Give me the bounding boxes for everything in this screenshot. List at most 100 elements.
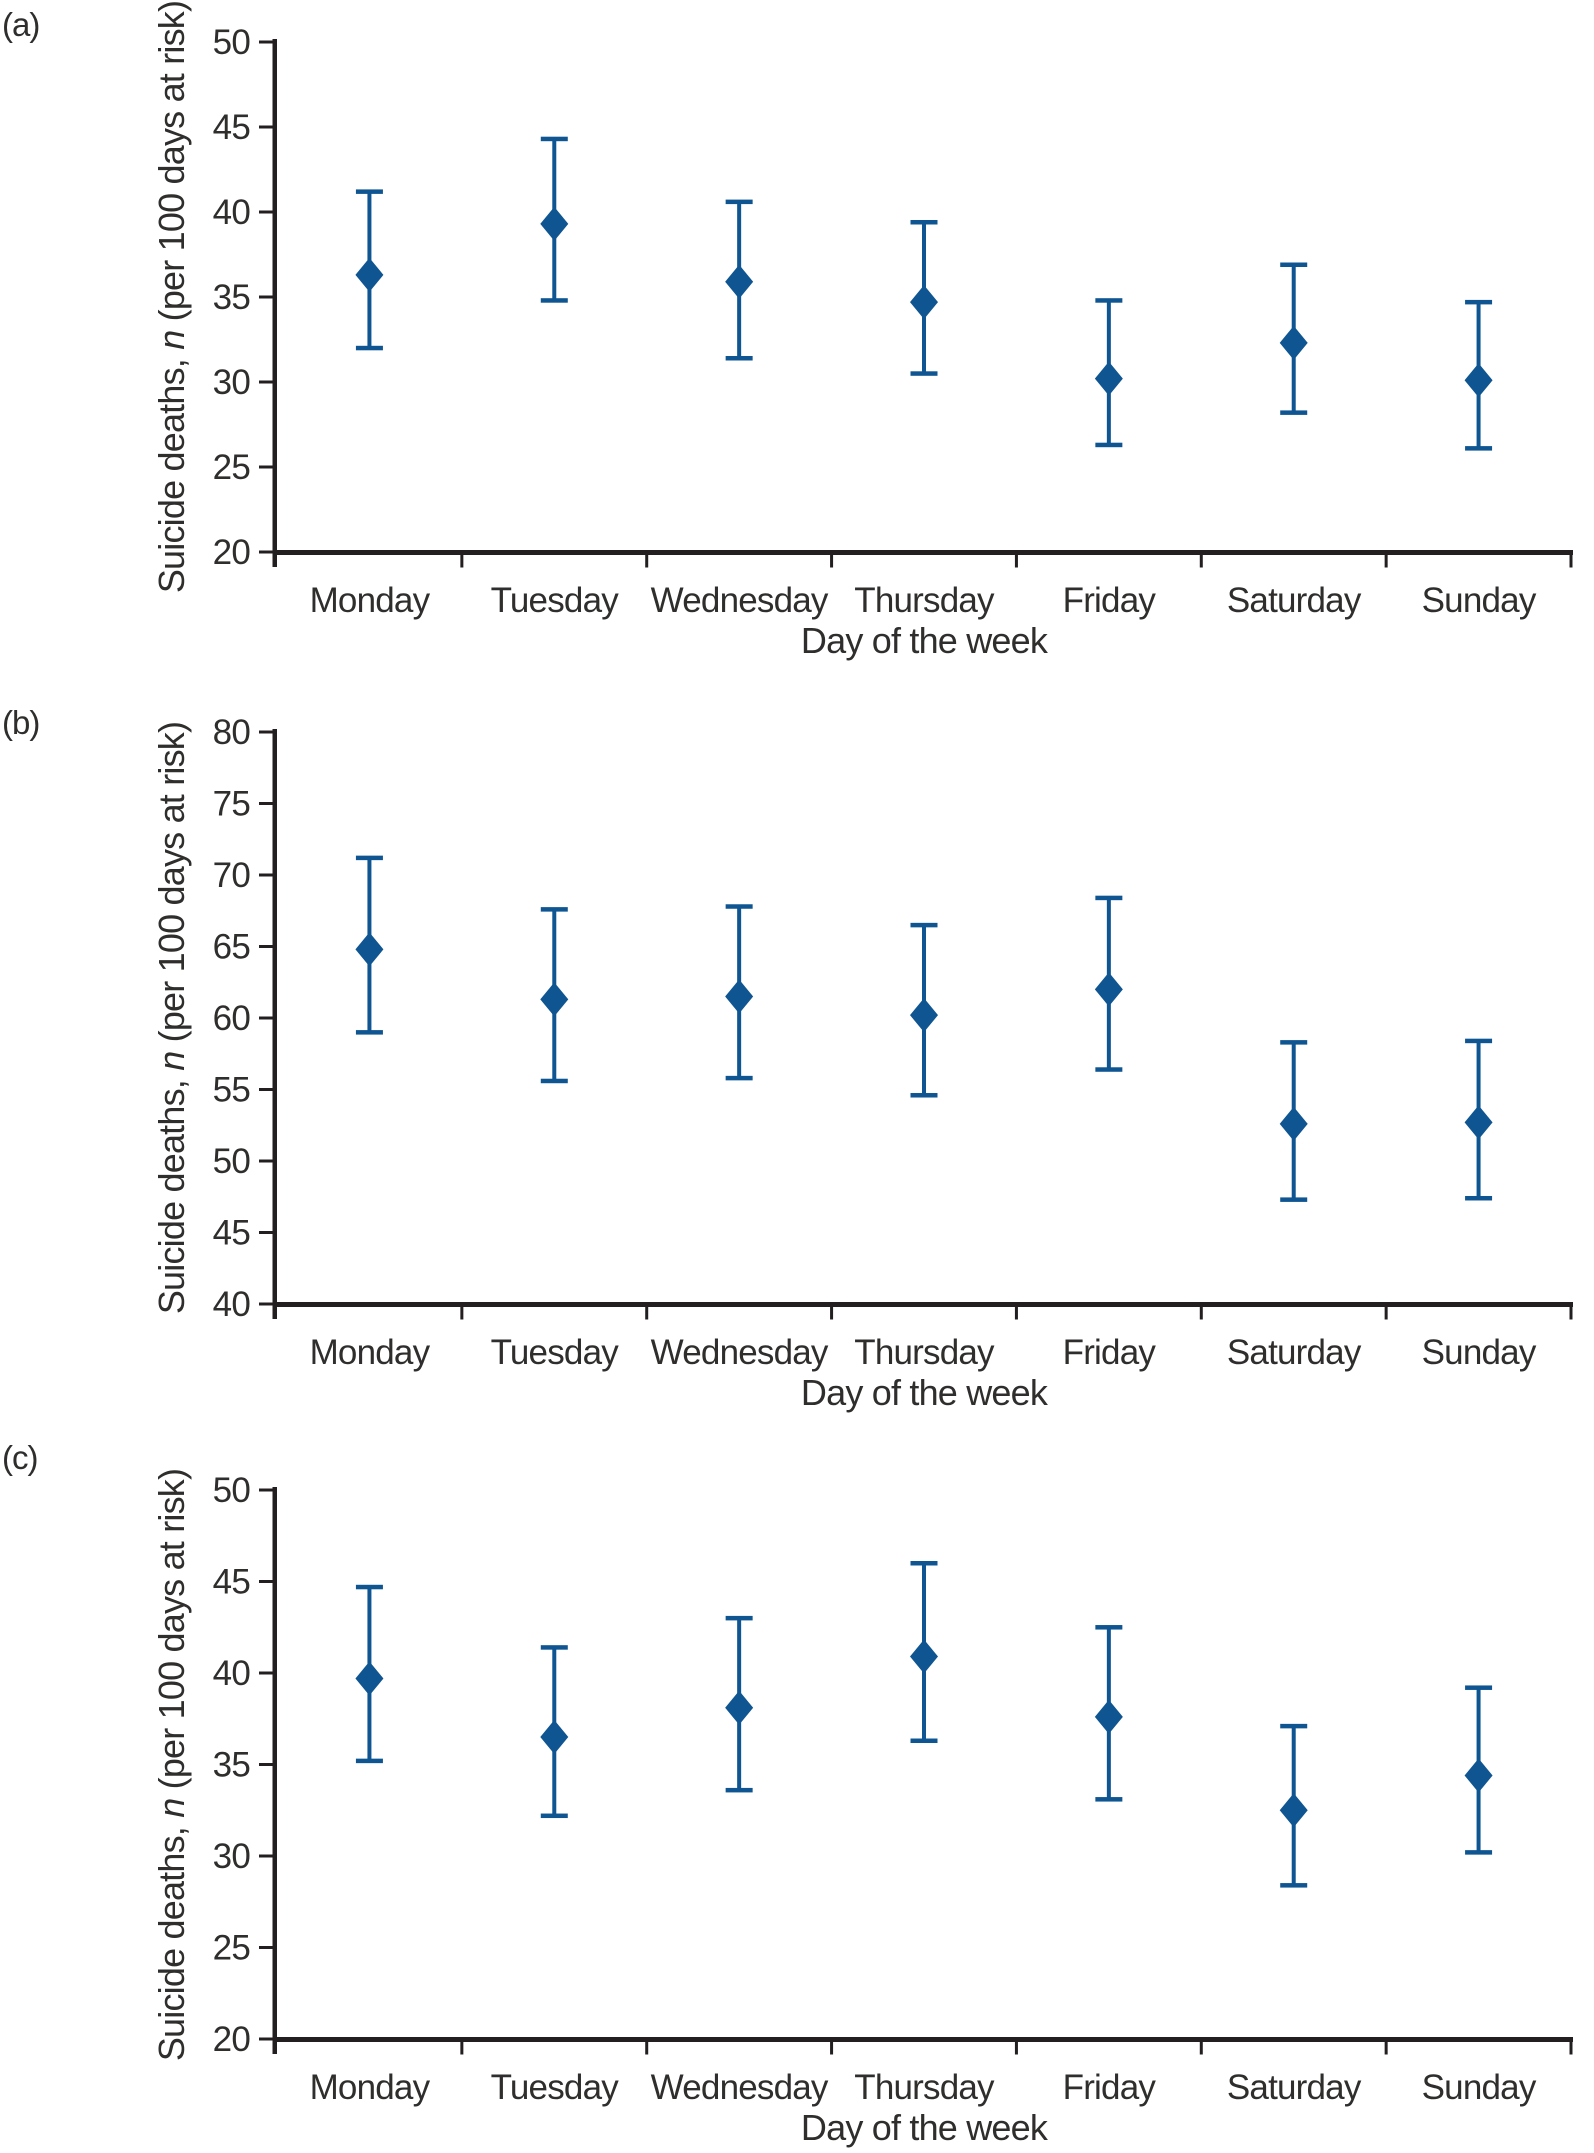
ci-cap-upper — [1280, 262, 1308, 267]
error-bar-a-thursday — [910, 220, 938, 376]
x-axis-line — [272, 2037, 1573, 2042]
y-tick-label: 35 — [213, 278, 250, 317]
y-tick — [259, 40, 273, 44]
x-tick — [460, 2041, 464, 2055]
ci-cap-upper — [355, 1584, 383, 1590]
y-tick-label: 20 — [213, 2020, 251, 2059]
x-tick — [830, 2041, 834, 2055]
x-tick — [1014, 1306, 1018, 1320]
y-tick — [259, 1231, 273, 1234]
ci-cap-upper — [910, 1561, 938, 1566]
y-tick — [259, 1671, 273, 1675]
y-tick-label: 70 — [213, 856, 251, 895]
y-tick-label: 20 — [213, 533, 251, 572]
ci-cap-upper — [355, 189, 383, 194]
x-category-label-tuesday: Tuesday — [491, 581, 620, 620]
ci-cap-lower — [1465, 1850, 1493, 1855]
y-tick — [259, 1159, 273, 1163]
x-category-label-wednesday: Wednesday — [651, 1333, 829, 1372]
point-marker-diamond — [725, 979, 754, 1014]
ci-cap-upper — [1280, 1723, 1308, 1729]
y-tick-label: 35 — [213, 1746, 250, 1785]
ci-cap-lower — [910, 1093, 938, 1098]
y-tick — [259, 1088, 273, 1091]
x-tick — [1199, 1306, 1203, 1320]
y-tick-label: 50 — [213, 1471, 251, 1510]
ci-cap-lower — [355, 1758, 383, 1764]
x-category-label-sunday: Sunday — [1422, 2068, 1537, 2107]
point-marker-diamond — [910, 285, 938, 320]
error-bar-a-sunday — [1464, 299, 1493, 451]
ci-cap-lower — [1280, 1197, 1308, 1202]
ci-cap-upper — [1095, 895, 1123, 901]
x-category-label-wednesday: Wednesday — [651, 581, 829, 620]
ci-cap-upper — [1465, 1038, 1493, 1044]
y-tick-label: 45 — [213, 1214, 250, 1253]
x-tick — [830, 1306, 834, 1320]
ci-cap-upper — [910, 220, 938, 225]
x-tick — [1199, 2041, 1203, 2055]
y-tick-label: 25 — [213, 1929, 250, 1968]
x-category-label-sunday: Sunday — [1422, 581, 1537, 620]
y-tick-label: 40 — [213, 193, 251, 232]
y-axis-line — [272, 1487, 277, 2054]
error-bar-c-tuesday — [540, 1645, 569, 1819]
ci-cap-upper — [1280, 1040, 1308, 1045]
y-tick-label: 40 — [213, 1654, 251, 1693]
error-bar-c-saturday — [1279, 1723, 1308, 1888]
ci-cap-lower — [355, 345, 383, 351]
x-category-label-saturday: Saturday — [1227, 581, 1362, 620]
y-axis-line — [272, 39, 277, 567]
point-marker-diamond — [1464, 1758, 1493, 1793]
point-marker-diamond — [1279, 325, 1308, 360]
x-category-label-friday: Friday — [1063, 2068, 1157, 2107]
error-bar-a-tuesday — [540, 136, 569, 303]
ci-cap-upper — [1095, 1625, 1123, 1630]
point-marker-diamond — [1464, 1105, 1493, 1140]
x-category-label-tuesday: Tuesday — [491, 1333, 620, 1372]
x-category-label-tuesday: Tuesday — [491, 2068, 620, 2107]
ci-cap-lower — [355, 1030, 383, 1035]
y-tick — [259, 125, 273, 129]
y-tick — [259, 295, 273, 299]
error-bar-a-saturday — [1279, 262, 1308, 415]
y-tick-label: 40 — [213, 1285, 251, 1324]
x-tick — [1569, 2041, 1573, 2055]
x-tick — [460, 554, 464, 568]
x-category-label-friday: Friday — [1063, 1333, 1157, 1372]
y-tick-label: 50 — [213, 23, 251, 62]
point-marker-diamond — [910, 998, 938, 1033]
y-tick — [259, 945, 273, 948]
ci-cap-lower — [1095, 442, 1123, 448]
error-bar-b-tuesday — [540, 907, 569, 1084]
ci-cap-lower — [1095, 1067, 1123, 1072]
point-marker-diamond — [540, 982, 569, 1017]
y-tick — [259, 802, 273, 805]
error-bar-c-thursday — [910, 1561, 938, 1744]
y-tick-label: 60 — [213, 999, 251, 1038]
x-axis-title-a: Day of the week — [800, 620, 1048, 661]
x-axis-title-b: Day of the week — [800, 1372, 1048, 1413]
point-marker-diamond — [540, 206, 569, 241]
point-marker-diamond — [355, 932, 384, 967]
panel-a: 20 25 30 35 40 45 50 Monday Tuesday Wednesday Thur… — [213, 23, 1573, 620]
y-tick — [259, 730, 273, 734]
y-tick-label: 65 — [213, 928, 250, 967]
y-tick-label: 80 — [213, 713, 251, 752]
ci-cap-upper — [725, 904, 753, 909]
y-tick — [259, 1488, 273, 1492]
y-tick — [259, 1854, 273, 1858]
y-axis-line — [272, 729, 277, 1319]
x-category-label-monday: Monday — [310, 581, 431, 620]
y-tick — [259, 1302, 273, 1306]
ci-cap-upper — [1465, 1685, 1493, 1690]
y-tick — [259, 1763, 273, 1766]
x-tick — [460, 1306, 464, 1320]
ci-cap-upper — [540, 907, 568, 912]
error-bar-b-sunday — [1464, 1038, 1493, 1201]
x-tick — [1014, 554, 1018, 568]
error-bar-a-monday — [355, 189, 384, 351]
point-marker-diamond — [1094, 361, 1123, 396]
y-tick-label: 50 — [213, 1142, 251, 1181]
